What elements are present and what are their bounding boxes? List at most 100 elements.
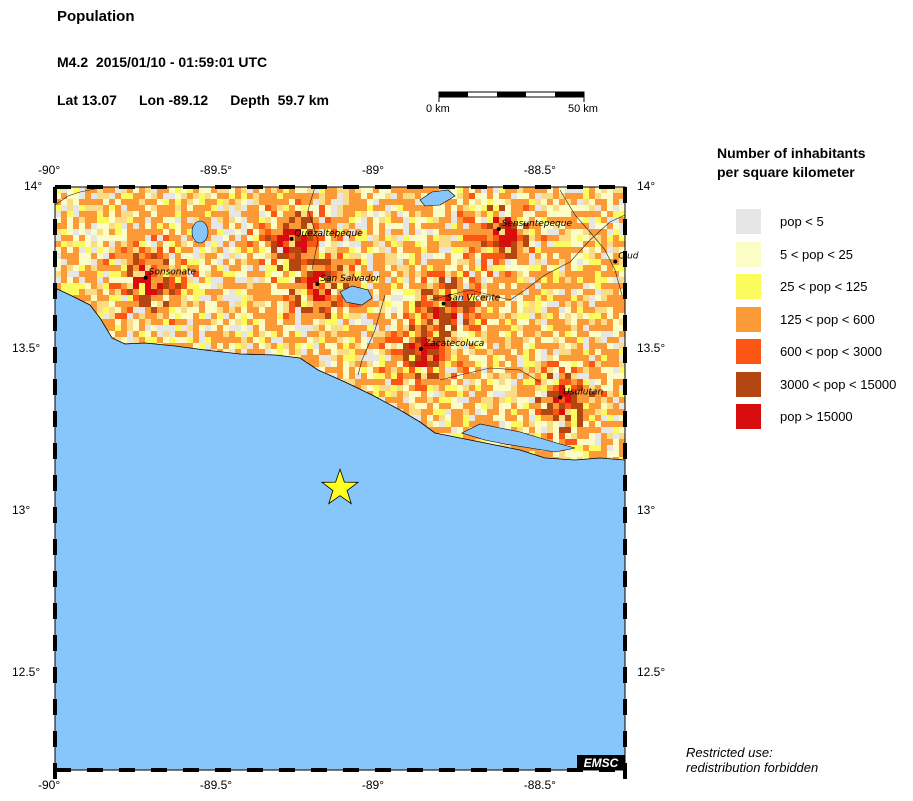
population-cell [427,307,433,313]
population-cell [55,211,61,217]
population-cell [199,319,205,325]
population-cell [457,355,463,361]
population-cell [613,253,619,259]
population-cell [469,343,475,349]
population-cell [283,259,289,265]
population-cell [235,337,241,343]
population-cell [619,403,625,409]
population-cell [259,235,265,241]
population-cell [415,277,421,283]
population-cell [241,253,247,259]
population-cell [79,223,85,229]
population-cell [607,367,613,373]
population-cell [607,205,613,211]
population-cell [151,271,157,277]
population-cell [199,259,205,265]
population-cell [553,433,559,439]
population-cell [205,313,211,319]
population-cell [403,331,409,337]
population-cell [379,373,385,379]
population-cell [379,313,385,319]
population-cell [91,217,97,223]
population-cell [301,247,307,253]
population-cell [475,187,481,193]
population-cell [523,217,529,223]
population-cell [517,235,523,241]
population-cell [403,313,409,319]
population-cell [523,259,529,265]
population-cell [469,319,475,325]
population-cell [469,313,475,319]
population-cell [259,271,265,277]
population-cell [529,319,535,325]
population-cell [385,283,391,289]
population-cell [415,319,421,325]
population-cell [115,247,121,253]
population-cell [97,241,103,247]
population-cell [91,253,97,259]
population-cell [259,187,265,193]
population-cell [601,385,607,391]
population-cell [403,289,409,295]
population-cell [427,325,433,331]
population-cell [481,349,487,355]
population-cell [511,253,517,259]
frame-tick [53,379,57,395]
population-cell [451,355,457,361]
population-cell [463,379,469,385]
population-cell [397,367,403,373]
population-cell [415,343,421,349]
population-cell [469,283,475,289]
population-cell [337,253,343,259]
population-cell [487,379,493,385]
population-cell [559,385,565,391]
emsc-logo-text: EMSC [584,756,619,770]
population-cell [139,217,145,223]
event-info: M4.2 2015/01/10 - 01:59:01 UTC [57,54,268,70]
population-cell [517,229,523,235]
population-cell [355,277,361,283]
population-cell [331,301,337,307]
population-cell [547,253,553,259]
population-cell [397,355,403,361]
population-cell [145,241,151,247]
population-cell [91,193,97,199]
population-cell [205,289,211,295]
population-cell [265,283,271,289]
legend-swatch [736,404,761,429]
population-cell [187,295,193,301]
population-cell [487,361,493,367]
population-cell [223,319,229,325]
population-cell [571,409,577,415]
population-cell [379,319,385,325]
population-cell [409,289,415,295]
population-cell [601,205,607,211]
population-cell [331,361,337,367]
population-cell [295,235,301,241]
population-cell [139,265,145,271]
population-cell [55,193,61,199]
population-cell [421,301,427,307]
population-cell [145,193,151,199]
population-cell [175,325,181,331]
population-cell [181,229,187,235]
population-cell [391,355,397,361]
population-cell [265,277,271,283]
population-cell [415,235,421,241]
population-cell [469,289,475,295]
population-cell [403,409,409,415]
population-cell [433,367,439,373]
population-cell [619,355,625,361]
population-cell [181,223,187,229]
population-cell [85,283,91,289]
population-cell [589,439,595,445]
population-cell [241,199,247,205]
population-cell [301,349,307,355]
population-cell [607,421,613,427]
frame-tick [311,185,327,189]
population-cell [415,379,421,385]
population-cell [385,355,391,361]
population-cell [313,355,319,361]
lat-label-right: 13.5° [637,340,666,355]
